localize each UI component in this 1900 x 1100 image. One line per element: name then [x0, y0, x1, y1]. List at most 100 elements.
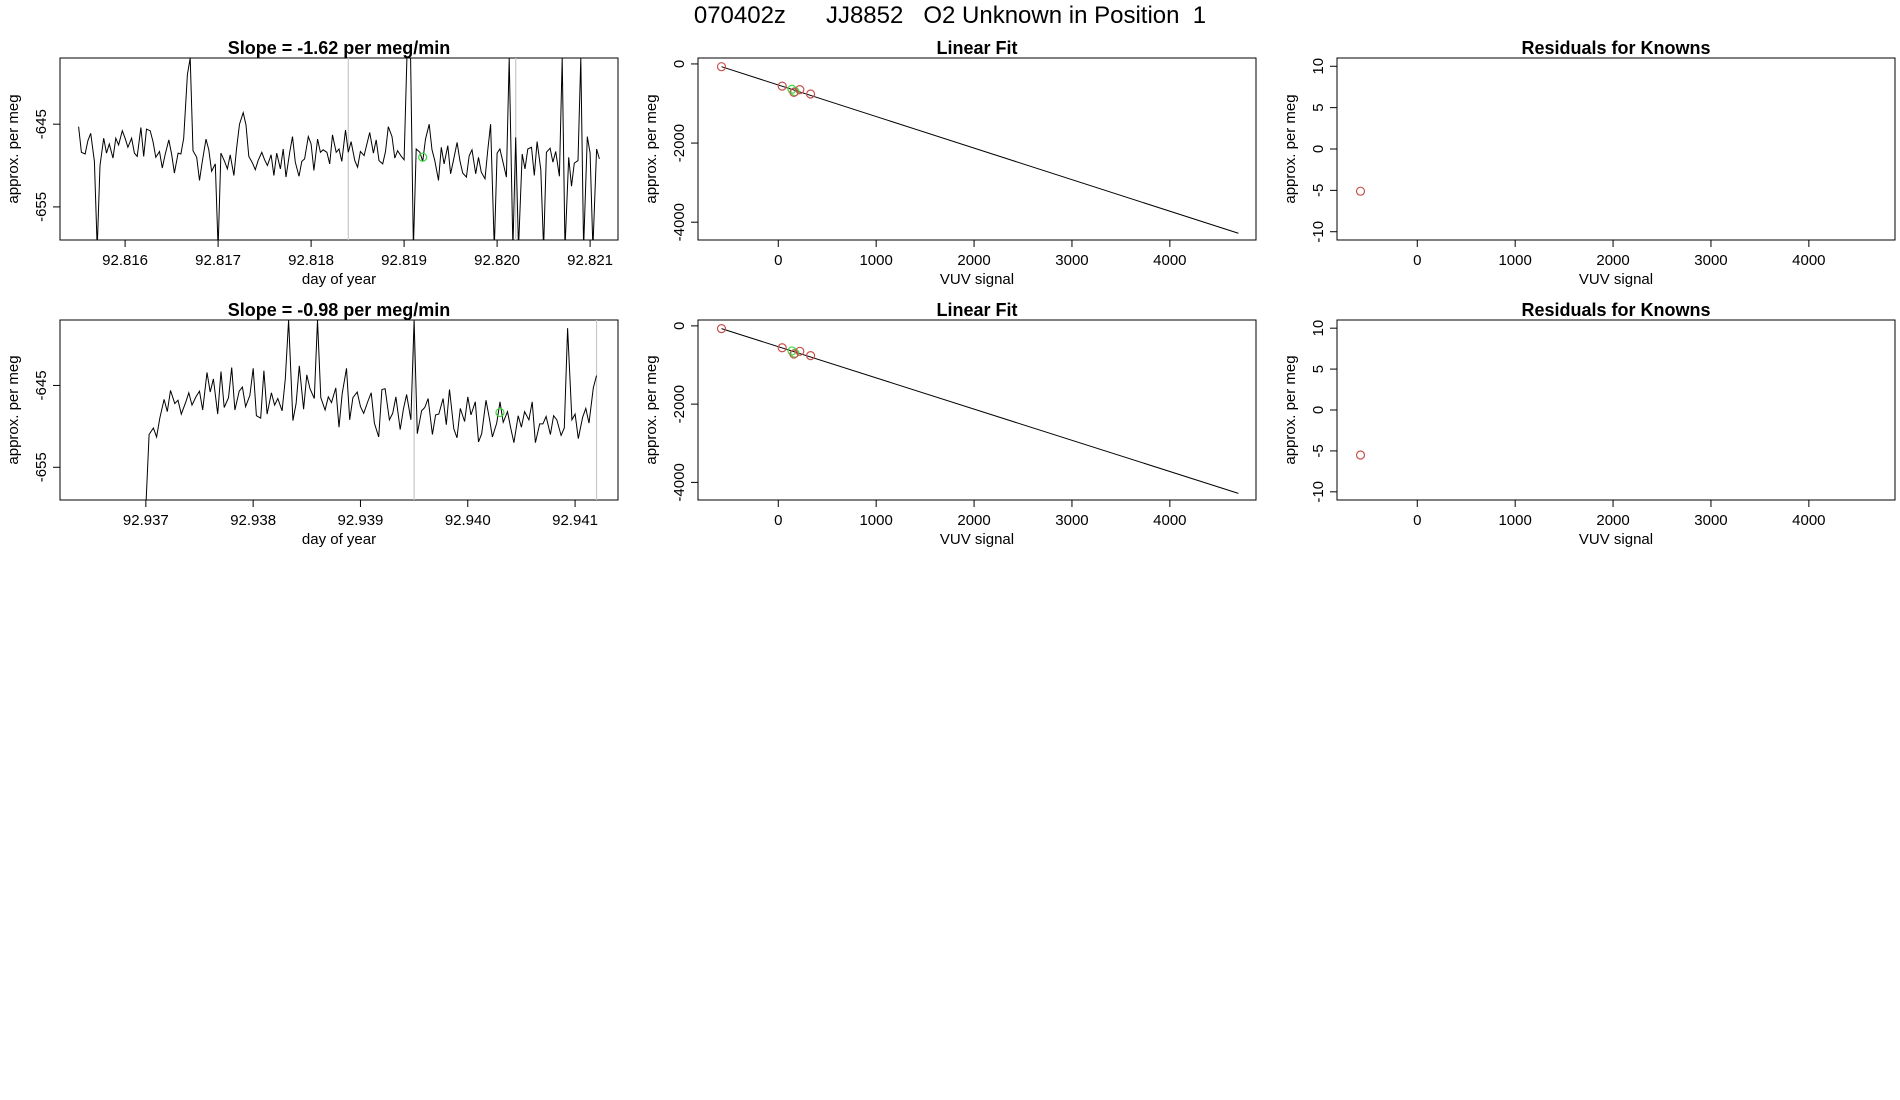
- timeseries-2-series-line: [145, 320, 597, 500]
- linearfit-1-xtick-label: 4000: [1153, 252, 1186, 269]
- timeseries-1-ylabel: approx. per meg: [5, 94, 22, 203]
- linearfit-2-xlabel: VUV signal: [940, 531, 1014, 548]
- residuals-2-plot-area: [1355, 450, 1366, 460]
- linearfit-2-xtick-label: 1000: [859, 512, 892, 529]
- timeseries-2-xtick-label: 92.941: [552, 512, 598, 529]
- residuals-1-ytick-label: -10: [1310, 221, 1327, 243]
- timeseries-1-series-line: [78, 58, 600, 240]
- linearfit-2-frame: [697, 319, 1257, 501]
- residuals-2-ytick-label: -10: [1310, 481, 1327, 503]
- linearfit-1-ytick-label: -2000: [671, 124, 688, 162]
- linearfit-2-known-point: [805, 351, 816, 361]
- residuals-2-xtick-label: 1000: [1498, 512, 1531, 529]
- linearfit-1-ytick-label: 0: [671, 60, 688, 68]
- residuals-2-ytick-label: 0: [1310, 406, 1327, 414]
- residuals-1-xtick-label: 3000: [1694, 252, 1727, 269]
- timeseries-1-title: Slope = -1.62 per meg/min: [228, 38, 451, 58]
- residuals-1-ytick-label: 0: [1310, 145, 1327, 153]
- linearfit-2-known-point: [789, 349, 799, 359]
- timeseries-1-frame: [59, 57, 619, 241]
- linearfit-2-xtick-label: 4000: [1153, 512, 1186, 529]
- residuals-1-xtick-label: 0: [1413, 252, 1421, 269]
- linearfit-1-xlabel: VUV signal: [940, 271, 1014, 288]
- linearfit-2-unknown-point: [790, 348, 800, 358]
- timeseries-2-plot-area: [145, 320, 598, 500]
- timeseries-2-unknown-point: [495, 407, 505, 418]
- residuals-2-xlabel: VUV signal: [1579, 531, 1653, 548]
- timeseries-2-xtick-label: 92.937: [123, 512, 169, 529]
- linearfit-1-known-point: [795, 85, 805, 95]
- linearfit-1-xtick-label: 2000: [957, 252, 990, 269]
- residuals-1-ytick-label: 5: [1310, 103, 1327, 111]
- timeseries-1-unknown-point: [418, 152, 428, 162]
- residuals-1-ytick-label: 10: [1310, 58, 1327, 75]
- linearfit-1-known-point: [777, 81, 787, 91]
- linearfit-1-ylabel: approx. per meg: [643, 94, 660, 203]
- timeseries-1-xtick-label: 92.818: [288, 252, 334, 269]
- linearfit-1-ytick-label: -4000: [671, 203, 688, 241]
- residuals-1-ytick-label: -5: [1310, 184, 1327, 197]
- timeseries-1-xtick-label: 92.816: [102, 252, 148, 269]
- residuals-1-xlabel: VUV signal: [1579, 271, 1653, 288]
- residuals-2-xtick-label: 2000: [1596, 512, 1629, 529]
- timeseries-2-xtick-label: 92.938: [230, 512, 276, 529]
- linearfit-2-ytick-label: -2000: [671, 385, 688, 423]
- linearfit-1-xtick-label: 3000: [1055, 252, 1088, 269]
- linearfit-1-plot-area: [716, 62, 1239, 234]
- residuals-2-title: Residuals for Knowns: [1521, 300, 1710, 320]
- linearfit-2-xtick-label: 3000: [1055, 512, 1088, 529]
- timeseries-1-ytick-label: -655: [33, 192, 50, 222]
- residuals-2-ytick-label: 10: [1310, 320, 1327, 337]
- figure-title: 070402z JJ8852 O2 Unknown in Position 1: [693, 2, 1207, 29]
- linearfit-2-xtick-label: 2000: [957, 512, 990, 529]
- timeseries-1-xtick-label: 92.820: [474, 252, 520, 269]
- timeseries-2-frame: [59, 319, 619, 501]
- residuals-2-ytick-label: -5: [1310, 444, 1327, 457]
- timeseries-2-xtick-label: 92.940: [445, 512, 491, 529]
- residuals-2-frame: [1336, 319, 1896, 501]
- linearfit-1-known-point: [789, 87, 799, 98]
- residuals-2-known-point: [1355, 450, 1366, 460]
- timeseries-2-title: Slope = -0.98 per meg/min: [228, 300, 451, 320]
- linearfit-2-known-point: [716, 324, 727, 334]
- linearfit-1-title: Linear Fit: [936, 38, 1017, 58]
- linearfit-2-title: Linear Fit: [936, 300, 1017, 320]
- residuals-1-xtick-label: 2000: [1596, 252, 1629, 269]
- linearfit-1-known-point: [716, 62, 727, 72]
- residuals-1-xtick-label: 1000: [1498, 252, 1531, 269]
- residuals-1-known-point: [1355, 186, 1366, 196]
- linearfit-1-fit-line: [721, 66, 1239, 234]
- linearfit-2-known-point: [795, 346, 805, 356]
- linearfit-2-xtick-label: 0: [774, 512, 782, 529]
- residuals-1-title: Residuals for Knowns: [1521, 38, 1710, 58]
- timeseries-1-plot-area: [78, 58, 600, 240]
- residuals-2-xtick-label: 0: [1413, 512, 1421, 529]
- timeseries-1-xlabel: day of year: [302, 271, 376, 288]
- timeseries-2-ylabel: approx. per meg: [5, 355, 22, 464]
- linearfit-2-ytick-label: -4000: [671, 463, 688, 501]
- residuals-2-xtick-label: 3000: [1694, 512, 1727, 529]
- linearfit-1-xtick-label: 0: [774, 252, 782, 269]
- timeseries-2-xtick-label: 92.939: [338, 512, 384, 529]
- residuals-1-xtick-label: 4000: [1792, 252, 1825, 269]
- residuals-2-ytick-label: 5: [1310, 365, 1327, 373]
- linearfit-2-fit-line: [721, 328, 1239, 494]
- residuals-2-xtick-label: 4000: [1792, 512, 1825, 529]
- linearfit-1-known-point: [805, 89, 816, 99]
- timeseries-1-xtick-label: 92.821: [567, 252, 613, 269]
- timeseries-2-xlabel: day of year: [302, 531, 376, 548]
- timeseries-1-ytick-label: -645: [33, 109, 50, 139]
- residuals-1-frame: [1336, 57, 1896, 241]
- linearfit-1-xtick-label: 1000: [859, 252, 892, 269]
- timeseries-1-xtick-label: 92.819: [381, 252, 427, 269]
- timeseries-2-ytick-label: -655: [33, 452, 50, 482]
- residuals-1-ylabel: approx. per meg: [1282, 94, 1299, 203]
- linearfit-1-unknown-point: [790, 87, 800, 97]
- residuals-2-ylabel: approx. per meg: [1282, 355, 1299, 464]
- timeseries-1-xtick-label: 92.817: [195, 252, 241, 269]
- linearfit-2-ylabel: approx. per meg: [643, 355, 660, 464]
- linearfit-2-ytick-label: 0: [671, 322, 688, 330]
- timeseries-2-ytick-label: -645: [33, 370, 50, 400]
- linearfit-1-frame: [697, 57, 1257, 241]
